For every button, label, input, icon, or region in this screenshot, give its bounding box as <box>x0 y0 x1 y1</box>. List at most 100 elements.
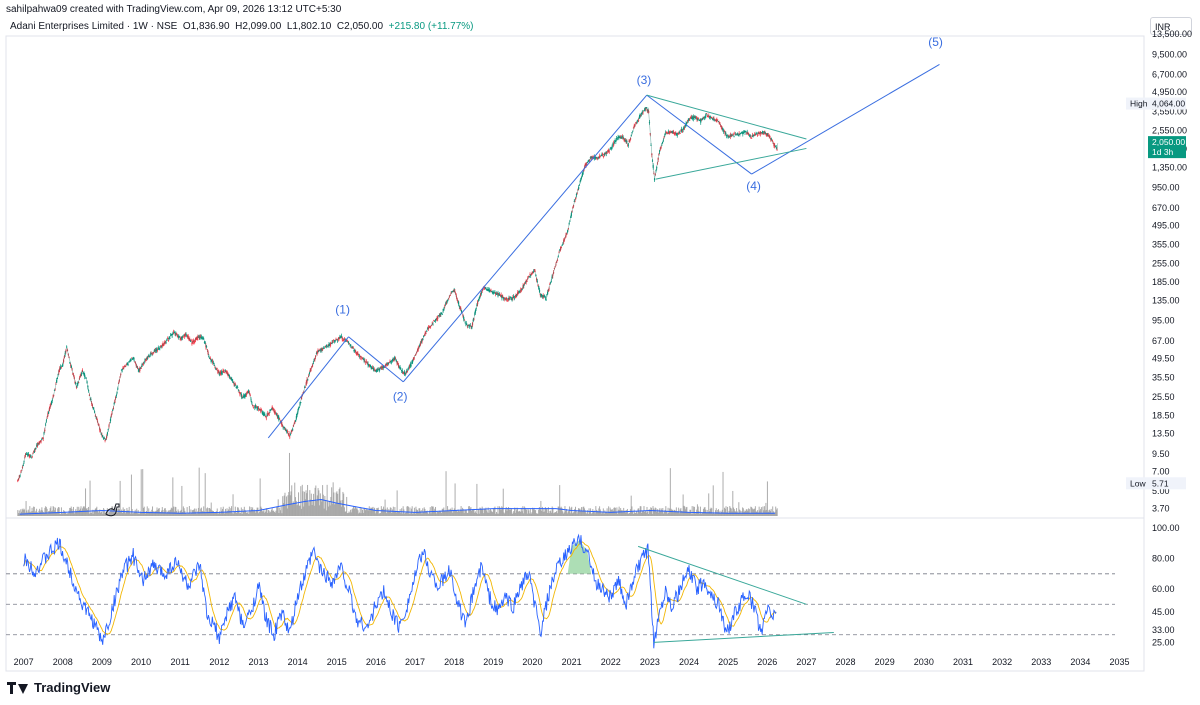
price-tag-value: 5.71 <box>1152 478 1169 488</box>
volume-bar <box>253 509 255 516</box>
volume-bar <box>566 513 568 516</box>
volume-bar <box>132 513 134 516</box>
volume-bar <box>469 508 471 516</box>
price-candle-body <box>403 372 405 374</box>
volume-bar <box>762 506 764 516</box>
price-candle-body <box>94 415 96 417</box>
volume-bar <box>697 506 699 516</box>
volume-bar <box>694 513 696 516</box>
volume-bar <box>601 513 603 516</box>
volume-bar <box>621 509 623 516</box>
volume-bar <box>710 507 712 516</box>
price-candle-body <box>170 334 172 336</box>
price-candle-body <box>89 398 91 400</box>
volume-bar <box>599 506 601 516</box>
price-candle-body <box>618 136 621 138</box>
volume-bar <box>389 510 391 516</box>
volume-bar <box>513 511 515 516</box>
price-candle-body <box>326 346 328 348</box>
price-candle-body <box>669 132 671 134</box>
price-candle-body <box>664 132 667 134</box>
price-candle-body <box>776 149 778 151</box>
volume-bar <box>508 507 510 516</box>
volume-bar <box>234 511 236 516</box>
volume-bar <box>498 506 500 516</box>
volume-bar <box>430 513 432 516</box>
volume-bar <box>434 508 436 516</box>
volume-bar <box>634 512 636 516</box>
volume-bar <box>167 511 169 516</box>
time-tick-label: 2028 <box>836 657 856 667</box>
price-candle-body <box>221 373 223 375</box>
volume-bar <box>502 488 504 516</box>
volume-bar <box>301 484 303 516</box>
volume-bar <box>748 508 750 516</box>
price-candle-body <box>206 346 208 348</box>
volume-bar <box>136 513 138 516</box>
price-tick-label: 9,500.00 <box>1152 49 1187 59</box>
price-candle-body <box>516 294 518 296</box>
volume-bar <box>208 507 210 516</box>
volume-bar <box>737 513 739 516</box>
volume-bar <box>61 512 63 516</box>
volume-bar <box>346 496 348 516</box>
price-candle-body <box>681 130 683 132</box>
volume-bar <box>605 512 607 516</box>
volume-bar <box>444 511 446 516</box>
volume-bar <box>272 510 274 516</box>
volume-bar <box>517 511 519 516</box>
price-candle-body <box>131 358 134 360</box>
volume-bar <box>44 507 46 516</box>
price-candle-body <box>645 108 647 109</box>
price-candle-body <box>237 390 240 392</box>
price-tick-label: 13,500.00 <box>1152 29 1192 39</box>
volume-bar <box>442 509 444 516</box>
volume-bar <box>131 509 133 516</box>
volume-bar <box>277 499 279 516</box>
volume-bar <box>557 506 559 516</box>
volume-bar <box>171 508 173 516</box>
volume-bar <box>209 508 211 516</box>
currency-button[interactable]: INR <box>1150 17 1192 35</box>
volume-bar <box>727 513 729 516</box>
price-candle-body <box>153 349 155 352</box>
price-candle-body <box>564 237 566 239</box>
volume-bar <box>480 508 482 516</box>
volume-bar <box>118 509 120 516</box>
volume-bar <box>770 508 772 516</box>
price-candle-body <box>608 151 610 153</box>
volume-bar <box>539 509 541 516</box>
volume-bar <box>440 511 442 516</box>
volume-bar <box>465 510 467 516</box>
price-candle-body <box>384 367 386 368</box>
volume-bar <box>575 506 576 516</box>
price-candle-body <box>30 457 33 459</box>
volume-bar <box>422 511 424 516</box>
volume-bar <box>155 511 157 516</box>
volume-bar <box>666 513 668 516</box>
volume-bar <box>692 513 694 516</box>
volume-bar <box>450 509 452 516</box>
price-candle-body <box>389 360 391 362</box>
symbol-name[interactable]: Adani Enterprises Limited · 1W · NSE <box>10 21 178 32</box>
volume-bar <box>92 513 94 516</box>
volume-bar <box>254 510 256 516</box>
volume-bar <box>646 506 648 516</box>
price-tick-label: 25.50 <box>1152 392 1175 402</box>
price-candle-body <box>465 324 467 326</box>
price-candle-body <box>123 368 125 370</box>
volume-bar <box>681 510 683 516</box>
price-candle-body <box>468 324 470 326</box>
volume-bar <box>488 512 490 516</box>
price-candle-body <box>216 368 218 370</box>
volume-bar <box>666 510 668 516</box>
volume-bar <box>648 513 650 516</box>
price-candle-body <box>679 132 681 134</box>
volume-bar <box>87 509 89 516</box>
volume-bar <box>439 510 441 516</box>
volume-bar <box>679 509 681 516</box>
volume-bar <box>733 507 735 516</box>
volume-bar <box>218 511 220 516</box>
volume-bar <box>197 511 199 516</box>
